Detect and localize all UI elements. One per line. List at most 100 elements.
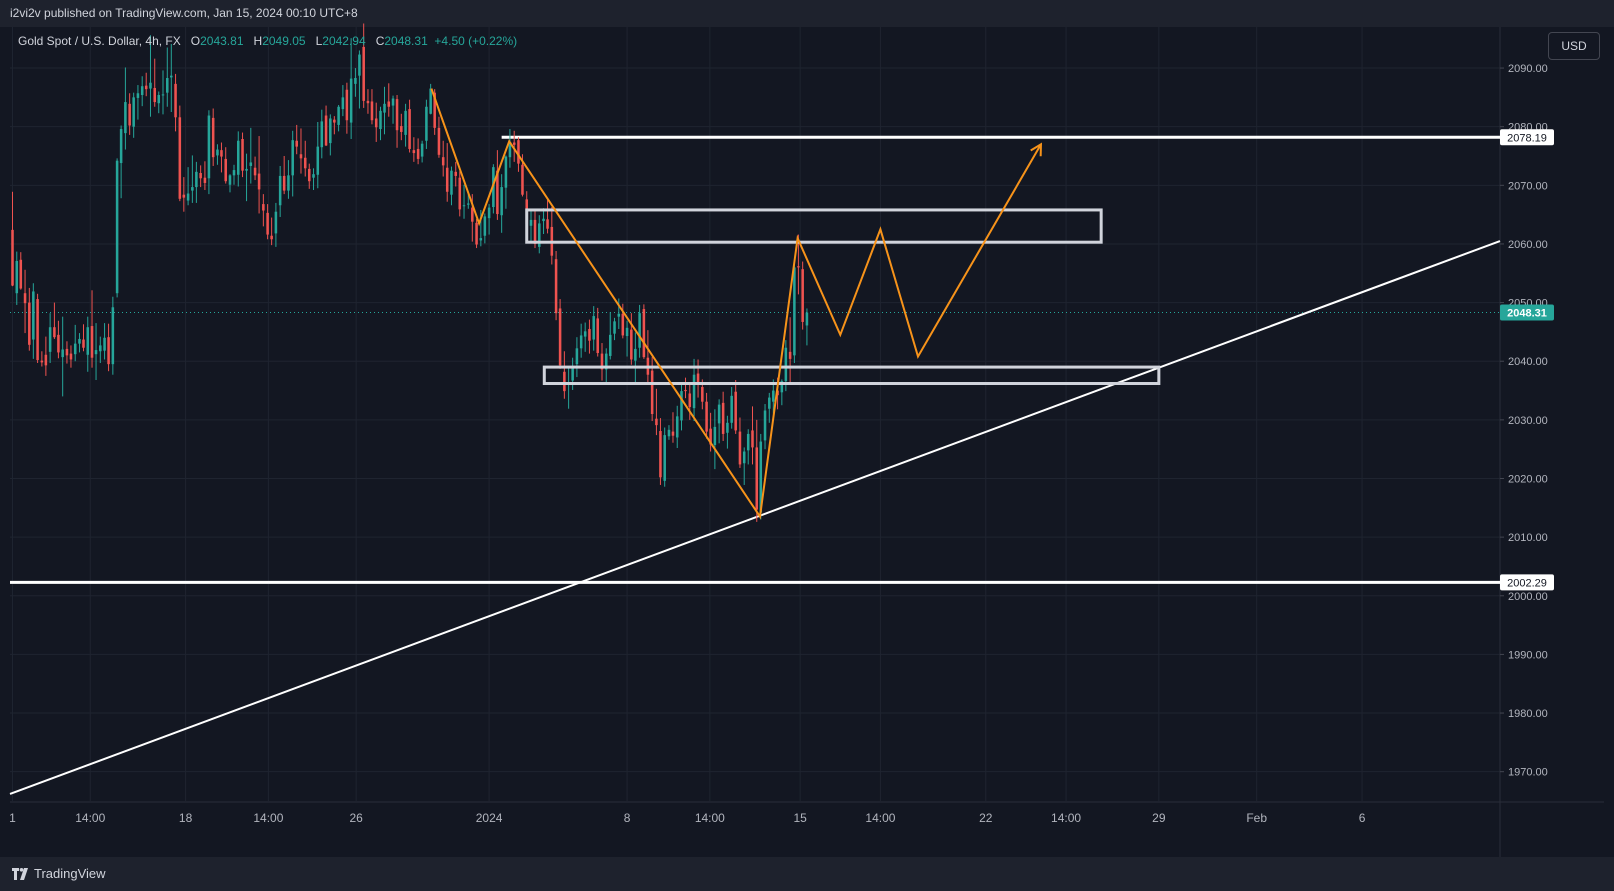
candle: [734, 379, 737, 434]
candle: [688, 384, 692, 420]
candle-body: [341, 97, 345, 110]
low-value: 2042.94: [322, 34, 366, 48]
candle-body: [245, 168, 248, 171]
horizontal-levels: [10, 135, 1500, 584]
candle-body: [571, 367, 574, 381]
candle: [692, 358, 696, 422]
candle: [583, 322, 587, 352]
candle: [282, 156, 286, 195]
candle: [746, 429, 750, 465]
candle-body: [546, 219, 549, 229]
price-label-text: 2002.29: [1507, 577, 1547, 589]
candle-body: [174, 83, 177, 118]
candle: [23, 269, 27, 334]
candle-body: [517, 140, 520, 164]
candle: [295, 124, 298, 155]
candle: [199, 165, 202, 188]
tradingview-logo[interactable]: TradingView: [12, 857, 106, 891]
candle-body: [166, 78, 169, 93]
candle-body: [721, 402, 725, 434]
symbol-label[interactable]: Gold Spot / U.S. Dollar, 4h, FX: [18, 34, 181, 48]
candle: [11, 191, 14, 287]
time-tick-label: 14:00: [865, 811, 895, 825]
candle: [554, 250, 558, 321]
time-tick-label: 2024: [476, 811, 503, 825]
candle-body: [191, 187, 194, 191]
candle-body: [207, 115, 211, 179]
candle-body: [354, 78, 357, 84]
candle-body: [253, 167, 257, 176]
candle: [61, 316, 64, 397]
candle-body: [508, 141, 512, 158]
candle: [149, 35, 152, 117]
candle: [232, 164, 236, 185]
candle: [358, 50, 361, 109]
candle-body: [23, 293, 27, 304]
candle: [211, 108, 215, 166]
candle: [191, 155, 194, 203]
candle-body: [420, 143, 424, 157]
candle: [709, 412, 712, 452]
candle-body: [44, 354, 48, 366]
candle: [228, 174, 232, 193]
candle-body: [144, 85, 148, 90]
candle-body: [15, 260, 19, 294]
candle: [186, 167, 190, 206]
candle-body: [692, 374, 696, 409]
price-tick-label: 2010.00: [1508, 532, 1548, 544]
candle: [608, 311, 612, 360]
candle-body: [437, 127, 441, 155]
zone-box: [542, 365, 1161, 386]
candle: [362, 23, 365, 108]
candle: [667, 425, 671, 440]
candle-body: [366, 100, 370, 104]
candle: [717, 399, 721, 444]
candle: [730, 387, 733, 429]
candle: [253, 156, 257, 181]
candle-body: [395, 99, 399, 131]
candle: [303, 140, 307, 177]
candle: [400, 113, 403, 141]
candle: [684, 377, 687, 399]
candle-body: [805, 312, 809, 326]
candle: [558, 299, 562, 369]
projection-path: [430, 88, 1043, 520]
candle: [182, 177, 186, 212]
time-tick-label: Feb: [1246, 811, 1267, 825]
candle-body: [90, 326, 94, 358]
candle-body: [563, 371, 566, 392]
candle-body: [483, 216, 487, 236]
candle-body: [186, 193, 190, 201]
candle-body: [358, 54, 361, 76]
candle-body: [688, 393, 692, 407]
candle-body: [383, 103, 386, 113]
candle-body: [136, 93, 140, 98]
candle-body: [529, 219, 533, 226]
candle-body: [211, 117, 215, 158]
candle: [634, 332, 637, 383]
candle: [274, 202, 278, 247]
candle-body: [278, 175, 282, 206]
candle-body: [345, 89, 349, 121]
candle: [575, 337, 579, 378]
candle-body: [111, 307, 115, 365]
time-tick-label: 1: [9, 811, 16, 825]
candle: [337, 104, 340, 132]
candle-body: [742, 451, 746, 464]
candle-body: [11, 229, 14, 286]
candle-body: [73, 343, 77, 355]
candle: [412, 137, 416, 162]
candle-body: [638, 313, 641, 348]
candle-body: [441, 157, 445, 166]
candle-body: [671, 431, 675, 436]
candle: [600, 343, 604, 381]
candle: [53, 302, 56, 339]
candle-body: [161, 94, 165, 96]
candle-body: [262, 204, 265, 211]
price-tick-label: 2070.00: [1508, 180, 1548, 192]
candle: [224, 147, 227, 184]
candle-body: [291, 140, 294, 176]
candle: [86, 316, 90, 372]
currency-button[interactable]: USD: [1548, 32, 1600, 60]
